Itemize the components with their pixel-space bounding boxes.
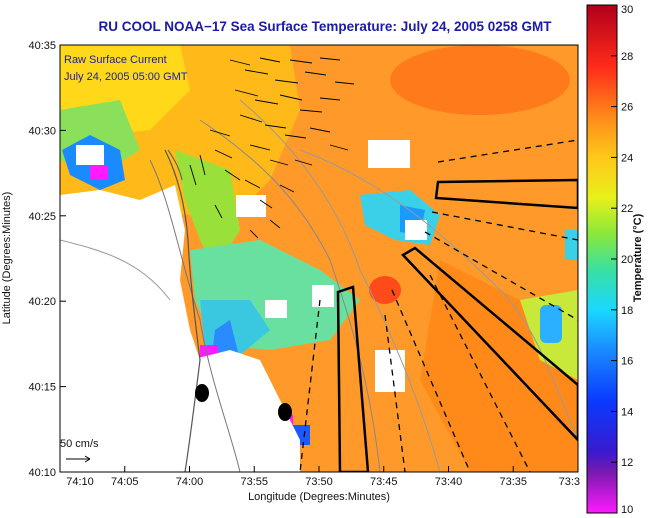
overlay-line1: Raw Surface Current	[64, 54, 167, 66]
x-tick-label: 73:55	[240, 476, 268, 488]
colorbar-tick-label: 20	[621, 254, 633, 266]
x-tick-label: 73:3	[559, 476, 580, 488]
map-title: RU COOL NOAA−17 Sea Surface Temperature:…	[98, 19, 552, 34]
y-axis-label: Latitude (Degrees:Minutes)	[1, 192, 13, 325]
colorbar-tick-label: 10	[621, 504, 633, 516]
survey-dashed-lines	[299, 139, 578, 472]
sst-field	[60, 45, 578, 472]
y-tick-label: 40:20	[28, 296, 56, 308]
y-tick-label: 40:10	[28, 467, 56, 479]
y-axis-ticks: 40:35 40:30 40:25 40:20 40:15 40:10	[28, 40, 66, 479]
y-tick-label: 40:15	[28, 382, 56, 394]
colorbar-tick-label: 18	[621, 305, 633, 317]
colorbar-tick-label: 28	[621, 51, 633, 63]
x-tick-label: 74:00	[176, 476, 204, 488]
y-tick-label: 40:35	[28, 40, 56, 52]
colorbar-ticks: 30 28 26 24 22 20 18 16 14 12 10	[611, 4, 633, 516]
colorbar-tick-label: 22	[621, 203, 633, 215]
station-marker	[195, 384, 209, 402]
x-tick-label: 74:05	[111, 476, 139, 488]
y-tick-label: 40:25	[28, 211, 56, 223]
y-tick-label: 40:30	[28, 125, 56, 137]
survey-boxes	[336, 178, 578, 472]
station-marker	[278, 403, 292, 421]
colorbar-tick-label: 26	[621, 102, 633, 114]
x-tick-label: 73:40	[435, 476, 463, 488]
surface-current-vectors	[189, 57, 355, 239]
scale-label: 50 cm/s	[60, 438, 99, 450]
colorbar-title: Temperature (°C)	[632, 213, 644, 303]
colorbar-tick-label: 30	[621, 4, 633, 16]
colorbar-tick-label: 24	[621, 152, 633, 164]
overlay-line2: July 24, 2005 05:00 GMT	[64, 71, 188, 83]
colorbar-tick-label: 16	[621, 356, 633, 368]
colorbar-tick-label: 14	[621, 406, 633, 418]
x-axis-label: Longitude (Degrees:Minutes)	[248, 491, 390, 503]
x-tick-label: 74:10	[66, 476, 94, 488]
x-tick-label: 73:45	[370, 476, 398, 488]
x-axis-ticks: 74:10 74:05 74:00 73:55 73:50 73:45 73:40 73:35…	[59, 466, 580, 488]
x-tick-label: 73:35	[499, 476, 527, 488]
colorbar-tick-label: 12	[621, 457, 633, 469]
x-tick-label: 73:50	[305, 476, 333, 488]
